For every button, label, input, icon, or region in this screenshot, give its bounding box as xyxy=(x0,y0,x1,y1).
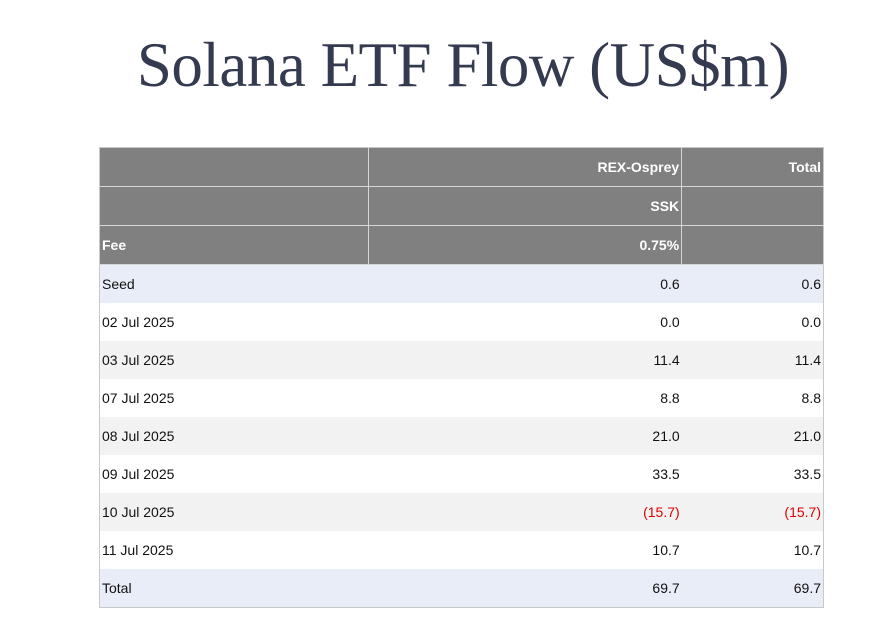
row-ssk-value: 11.4 xyxy=(368,341,682,379)
row-label: 08 Jul 2025 xyxy=(99,417,369,455)
row-total-value: 0.6 xyxy=(681,264,824,303)
table-row: 07 Jul 2025 8.8 8.8 xyxy=(99,379,824,417)
page-title: Solana ETF Flow (US$m) xyxy=(136,30,790,100)
header-cell-empty xyxy=(681,186,824,226)
header-cell-empty xyxy=(99,147,369,187)
header-cell-empty xyxy=(681,225,824,265)
row-total-value-negative: (15.7) xyxy=(681,493,824,531)
row-ssk-value: 10.7 xyxy=(368,531,682,569)
header-cell-fee-value: 0.75% xyxy=(367,225,682,265)
header-cell-empty xyxy=(99,186,369,226)
header-cell-total: Total xyxy=(681,147,824,187)
row-label: Seed xyxy=(99,264,369,303)
row-ssk-value: 21.0 xyxy=(368,417,682,455)
header-row-ticker: SSK xyxy=(99,186,824,226)
row-label: 03 Jul 2025 xyxy=(99,341,369,379)
row-total-value: 33.5 xyxy=(681,455,824,493)
row-total-value: 11.4 xyxy=(681,341,824,379)
table-row: 10 Jul 2025 (15.7) (15.7) xyxy=(99,493,824,531)
row-ssk-value: 0.6 xyxy=(368,264,682,303)
row-label: 07 Jul 2025 xyxy=(99,379,369,417)
row-ssk-value-negative: (15.7) xyxy=(368,493,682,531)
total-ssk-value: 69.7 xyxy=(368,569,682,608)
etf-flow-table: REX-Osprey Total SSK Fee 0.75% Seed 0.6 … xyxy=(99,147,824,608)
header-cell-ticker: SSK xyxy=(367,186,682,226)
row-label: 11 Jul 2025 xyxy=(99,531,369,569)
total-label: Total xyxy=(99,569,369,608)
header-row-issuer: REX-Osprey Total xyxy=(99,147,824,187)
table-row: 09 Jul 2025 33.5 33.5 xyxy=(99,455,824,493)
header-cell-fee-label: Fee xyxy=(99,225,369,265)
row-total-value: 21.0 xyxy=(681,417,824,455)
row-total-value: 0.0 xyxy=(681,303,824,341)
row-ssk-value: 0.0 xyxy=(368,303,682,341)
row-total-value: 8.8 xyxy=(681,379,824,417)
row-ssk-value: 8.8 xyxy=(368,379,682,417)
header-row-fee: Fee 0.75% xyxy=(99,225,824,265)
table-row: 08 Jul 2025 21.0 21.0 xyxy=(99,417,824,455)
table-row: 03 Jul 2025 11.4 11.4 xyxy=(99,341,824,379)
table-row: 11 Jul 2025 10.7 10.7 xyxy=(99,531,824,569)
header-cell-issuer: REX-Osprey xyxy=(367,147,682,187)
row-label: 02 Jul 2025 xyxy=(99,303,369,341)
row-total-value: 10.7 xyxy=(681,531,824,569)
row-label: 09 Jul 2025 xyxy=(99,455,369,493)
total-total-value: 69.7 xyxy=(681,569,824,608)
table-row: Seed 0.6 0.6 xyxy=(99,264,824,303)
row-label: 10 Jul 2025 xyxy=(99,493,369,531)
row-ssk-value: 33.5 xyxy=(368,455,682,493)
total-row: Total 69.7 69.7 xyxy=(99,569,824,608)
table-row: 02 Jul 2025 0.0 0.0 xyxy=(99,303,824,341)
